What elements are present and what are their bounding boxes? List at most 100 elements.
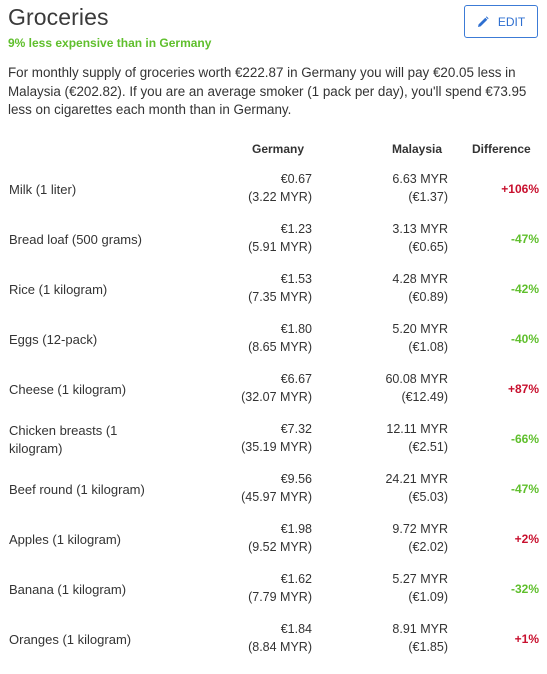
malaysia-price-eur: (€1.37) xyxy=(408,190,448,204)
malaysia-price-cell: 3.13 MYR (€0.65) xyxy=(340,222,448,262)
price-difference: +87% xyxy=(507,382,539,396)
price-difference: -66% xyxy=(510,432,539,446)
item-name: Oranges (1 kilogram) xyxy=(9,632,132,647)
column-header-difference: Difference xyxy=(472,142,531,156)
malaysia-price-myr: 5.27 MYR xyxy=(392,572,448,586)
germany-price-cell: €9.56 (45.97 MYR) xyxy=(200,472,312,512)
germany-price-eur: €1.23 xyxy=(280,222,312,236)
germany-price-cell: €7.32 (35.19 MYR) xyxy=(200,422,312,462)
germany-price-eur: €7.32 xyxy=(280,422,312,436)
item-name: Bread loaf (500 grams) xyxy=(9,232,142,247)
germany-price-eur: €6.67 xyxy=(280,372,312,386)
malaysia-price-myr: 8.91 MYR xyxy=(392,622,448,636)
malaysia-price-cell: 60.08 MYR (€12.49) xyxy=(340,372,448,412)
item-name: Beef round (1 kilogram) xyxy=(9,482,145,497)
germany-price-cell: €0.67 (3.22 MYR) xyxy=(200,172,312,212)
table-row: Chicken breasts (1 kilogram) €7.32 (35.19 … xyxy=(0,422,547,472)
germany-price-myr: (32.07 MYR) xyxy=(241,390,312,404)
malaysia-price-eur: (€0.89) xyxy=(408,290,448,304)
malaysia-price-myr: 60.08 MYR xyxy=(385,372,448,386)
germany-price-eur: €1.98 xyxy=(280,522,312,536)
malaysia-price-myr: 12.11 MYR xyxy=(386,422,448,436)
malaysia-price-cell: 4.28 MYR (€0.89) xyxy=(340,272,448,312)
price-difference: +1% xyxy=(514,632,539,646)
germany-price-myr: (8.84 MYR) xyxy=(248,640,312,654)
item-name: Chicken breasts (1 kilogram) xyxy=(9,423,118,456)
germany-price-myr: (3.22 MYR) xyxy=(248,190,312,204)
malaysia-price-cell: 5.27 MYR (€1.09) xyxy=(340,572,448,612)
germany-price-cell: €1.84 (8.84 MYR) xyxy=(200,622,312,662)
price-difference: +106% xyxy=(501,182,539,196)
price-difference: -47% xyxy=(510,482,539,496)
pencil-icon xyxy=(477,15,489,28)
item-name: Rice (1 kilogram) xyxy=(9,282,108,297)
malaysia-price-myr: 24.21 MYR xyxy=(385,472,448,486)
malaysia-price-cell: 5.20 MYR (€1.08) xyxy=(340,322,448,362)
table-row: Eggs (12-pack) €1.80 (8.65 MYR) 5.20 MYR (€1… xyxy=(0,322,547,372)
malaysia-price-myr: 4.28 MYR xyxy=(392,272,448,286)
germany-price-myr: (45.97 MYR) xyxy=(241,490,312,504)
table-row: Rice (1 kilogram) €1.53 (7.35 MYR) 4.28 MYR… xyxy=(0,272,547,322)
germany-price-eur: €1.53 xyxy=(280,272,312,286)
malaysia-price-eur: (€12.49) xyxy=(401,390,448,404)
germany-price-myr: (35.19 MYR) xyxy=(241,440,312,454)
price-difference: -40% xyxy=(510,332,539,346)
table-row: Cheese (1 kilogram) €6.67 (32.07 MYR) 60.08… xyxy=(0,372,547,422)
malaysia-price-eur: (€2.02) xyxy=(408,540,448,554)
item-name: Banana (1 kilogram) xyxy=(9,582,127,597)
table-row: Milk (1 liter) €0.67 (3.22 MYR) 6.63 MYR (€1… xyxy=(0,172,547,222)
malaysia-price-eur: (€1.08) xyxy=(408,340,448,354)
malaysia-price-myr: 5.20 MYR xyxy=(392,322,448,336)
germany-price-myr: (9.52 MYR) xyxy=(248,540,312,554)
germany-price-myr: (7.79 MYR) xyxy=(248,590,312,604)
intro-paragraph: For monthly supply of groceries worth €2… xyxy=(8,65,527,117)
germany-price-eur: €1.84 xyxy=(280,622,312,636)
item-name: Apples (1 kilogram) xyxy=(9,532,121,547)
germany-price-myr: (7.35 MYR) xyxy=(248,290,312,304)
price-difference: +2% xyxy=(514,532,539,546)
malaysia-price-eur: (€1.09) xyxy=(408,590,448,604)
price-comparison-summary: 9% less expensive than in Germany xyxy=(8,36,212,50)
item-name: Eggs (12-pack) xyxy=(9,332,98,347)
table-row: Beef round (1 kilogram) €9.56 (45.97 MYR) 2… xyxy=(0,472,547,522)
table-row: Oranges (1 kilogram) €1.84 (8.84 MYR) 8.91 … xyxy=(0,622,547,672)
item-name: Milk (1 liter) xyxy=(9,182,77,197)
germany-price-eur: €1.62 xyxy=(280,572,312,586)
malaysia-price-myr: 6.63 MYR xyxy=(392,172,448,186)
price-difference: -47% xyxy=(510,232,539,246)
price-difference: -42% xyxy=(510,282,539,296)
germany-price-myr: (8.65 MYR) xyxy=(248,340,312,354)
germany-price-eur: €1.80 xyxy=(280,322,312,336)
malaysia-price-eur: (€1.85) xyxy=(408,640,448,654)
malaysia-price-myr: 3.13 MYR xyxy=(392,222,448,236)
germany-price-myr: (5.91 MYR) xyxy=(248,240,312,254)
edit-button-label: EDIT xyxy=(497,14,526,29)
germany-price-cell: €6.67 (32.07 MYR) xyxy=(200,372,312,412)
table-row: Bread loaf (500 grams) €1.23 (5.91 MYR) 3.1… xyxy=(0,222,547,272)
malaysia-price-myr: 9.72 MYR xyxy=(392,522,448,536)
item-name: Cheese (1 kilogram) xyxy=(9,382,127,397)
malaysia-price-cell: 12.11 MYR (€2.51) xyxy=(340,422,448,462)
malaysia-price-cell: 24.21 MYR (€5.03) xyxy=(340,472,448,512)
germany-price-cell: €1.62 (7.79 MYR) xyxy=(200,572,312,612)
germany-price-cell: €1.23 (5.91 MYR) xyxy=(200,222,312,262)
edit-button[interactable]: EDIT xyxy=(464,5,538,38)
section-title: Groceries xyxy=(8,4,109,30)
malaysia-price-eur: (€5.03) xyxy=(408,490,448,504)
malaysia-price-cell: 9.72 MYR (€2.02) xyxy=(340,522,448,562)
germany-price-cell: €1.98 (9.52 MYR) xyxy=(200,522,312,562)
price-difference: -32% xyxy=(510,582,539,596)
germany-price-eur: €0.67 xyxy=(280,172,312,186)
column-header-malaysia: Malaysia xyxy=(392,142,443,156)
table-row: Apples (1 kilogram) €1.98 (9.52 MYR) 9.72 M… xyxy=(0,522,547,572)
germany-price-eur: €9.56 xyxy=(280,472,312,486)
malaysia-price-eur: (€0.65) xyxy=(408,240,448,254)
table-row: Banana (1 kilogram) €1.62 (7.79 MYR) 5.27 M… xyxy=(0,572,547,622)
germany-price-cell: €1.53 (7.35 MYR) xyxy=(200,272,312,312)
malaysia-price-eur: (€2.51) xyxy=(408,440,448,454)
germany-price-cell: €1.80 (8.65 MYR) xyxy=(200,322,312,362)
malaysia-price-cell: 8.91 MYR (€1.85) xyxy=(340,622,448,662)
column-header-germany: Germany xyxy=(252,142,305,156)
malaysia-price-cell: 6.63 MYR (€1.37) xyxy=(340,172,448,212)
